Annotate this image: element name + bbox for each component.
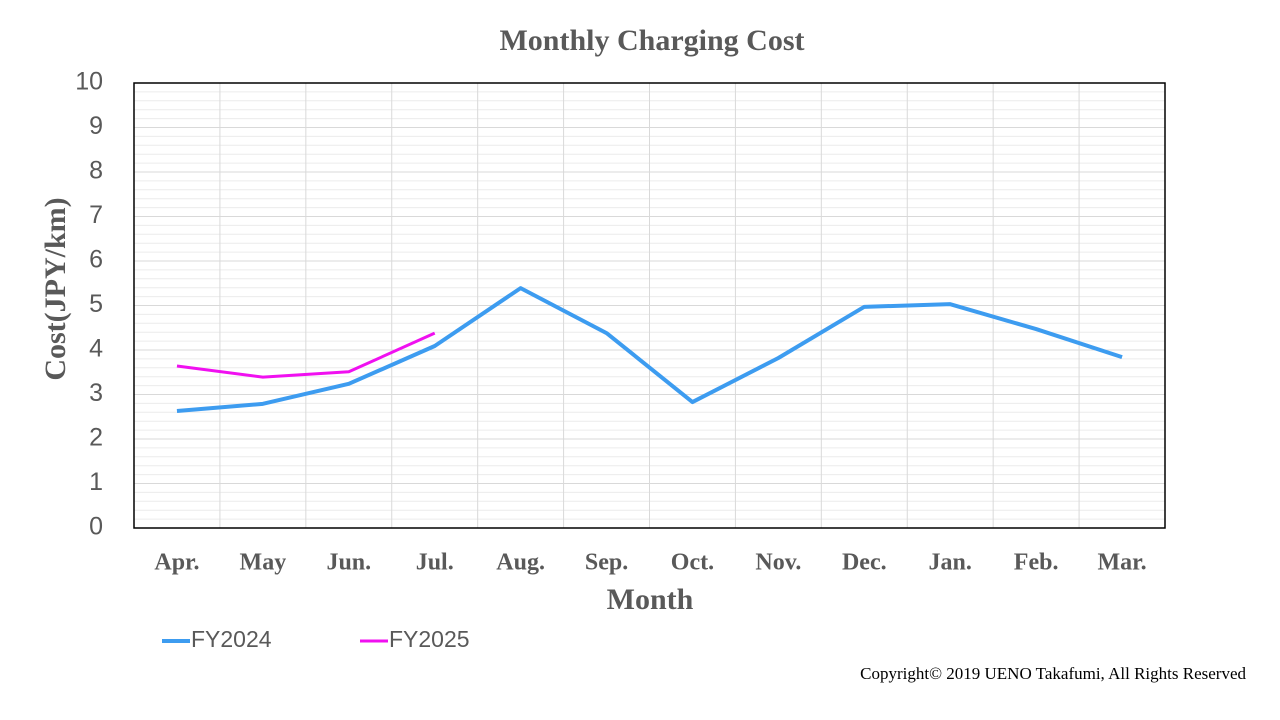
x-tick-label: Nov.: [755, 550, 801, 576]
x-tick-label: Mar.: [1097, 550, 1146, 576]
plot-frame: [133, 82, 1166, 529]
series-line: [176, 331, 436, 379]
x-tick-label: Apr.: [154, 550, 199, 576]
x-tick-label: Jan.: [929, 550, 972, 576]
y-tick-label: 4: [89, 335, 103, 363]
chart-title: Monthly Charging Cost: [499, 24, 804, 57]
y-tick-label: 10: [75, 68, 103, 96]
y-tick-label: 1: [89, 468, 103, 496]
x-axis-label: Month: [607, 583, 694, 616]
series-line: [176, 286, 1123, 413]
x-tick-label: Dec.: [842, 550, 887, 576]
y-axis-label: Cost(JPY/km): [39, 197, 72, 380]
x-tick-label: May: [240, 550, 287, 576]
x-tick-label: Aug.: [496, 550, 545, 576]
x-tick-label: Feb.: [1014, 550, 1059, 576]
y-tick-label: 3: [89, 379, 103, 407]
legend-label: FY2025: [389, 626, 470, 652]
y-tick-label: 5: [89, 290, 103, 318]
y-tick-label: 0: [89, 513, 103, 541]
y-tick-label: 2: [89, 424, 103, 452]
x-tick-label: Oct.: [671, 550, 714, 576]
x-tick-label: Jul.: [416, 550, 454, 576]
y-tick-label: 9: [89, 112, 103, 140]
legend-label: FY2024: [191, 626, 272, 652]
x-tick-label: Jun.: [326, 550, 371, 576]
y-tick-label: 8: [89, 157, 103, 185]
x-tick-label: Sep.: [585, 550, 628, 576]
y-tick-label: 7: [89, 201, 103, 229]
copyright: Copyright© 2019 UENO Takafumi, All Right…: [860, 664, 1246, 683]
y-tick-label: 6: [89, 246, 103, 274]
